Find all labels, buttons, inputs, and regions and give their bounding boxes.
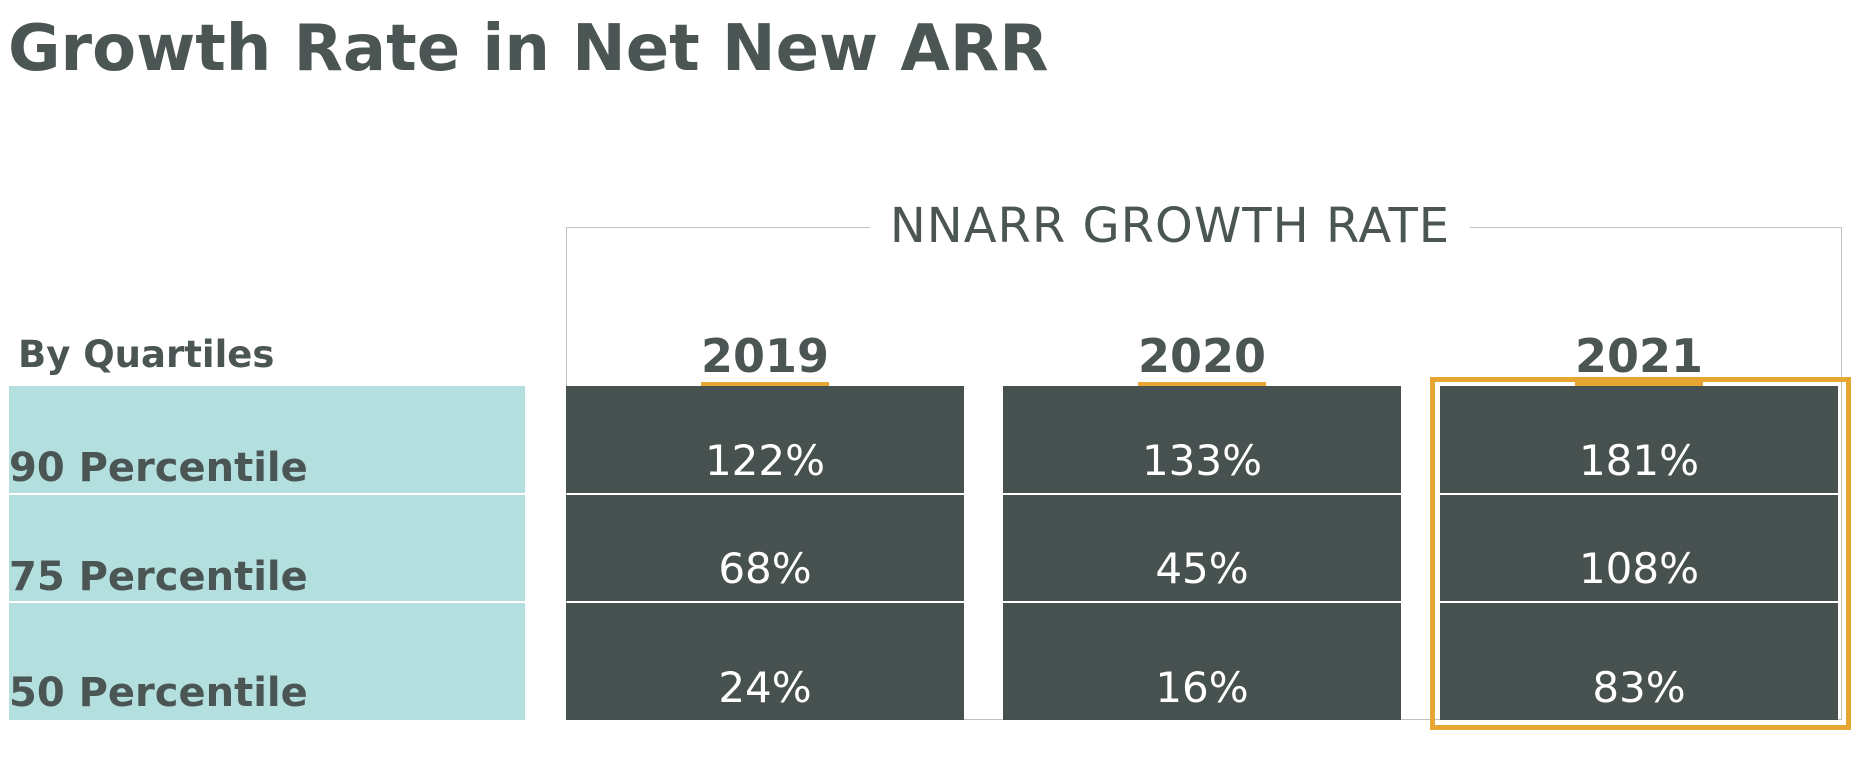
row-label-50-percentile: 50 Percentile	[9, 670, 308, 716]
page-title: Growth Rate in Net New ARR	[8, 12, 1049, 86]
column-header-2019: 2019	[566, 328, 964, 387]
value-cell-90-2019: 122%	[566, 386, 964, 493]
value-cell-50-2020: 16%	[1003, 603, 1401, 720]
column-header-label: 2020	[1137, 332, 1267, 387]
row-header-label: By Quartiles	[18, 333, 275, 376]
column-header-label: 2019	[700, 332, 830, 387]
value-cell-75-2019: 68%	[566, 495, 964, 601]
row-divider	[9, 601, 525, 603]
row-label-90-percentile: 90 Percentile	[9, 445, 308, 491]
value-cell-75-2020: 45%	[1003, 495, 1401, 601]
value-cell-75-2021: 108%	[1440, 495, 1838, 601]
column-header-2020: 2020	[1003, 328, 1401, 387]
value-cell-50-2021: 83%	[1440, 603, 1838, 720]
table-title: NNARR GROWTH RATE	[870, 196, 1470, 256]
value-cell-90-2021: 181%	[1440, 386, 1838, 493]
highlight-2021-box	[1430, 377, 1851, 730]
row-label-75-percentile: 75 Percentile	[9, 554, 308, 600]
row-divider	[9, 493, 525, 495]
row-label-column	[9, 386, 525, 720]
column-header-label: 2021	[1574, 332, 1704, 387]
value-cell-90-2020: 133%	[1003, 386, 1401, 493]
value-cell-50-2019: 24%	[566, 603, 964, 720]
column-header-2021: 2021	[1440, 328, 1838, 387]
